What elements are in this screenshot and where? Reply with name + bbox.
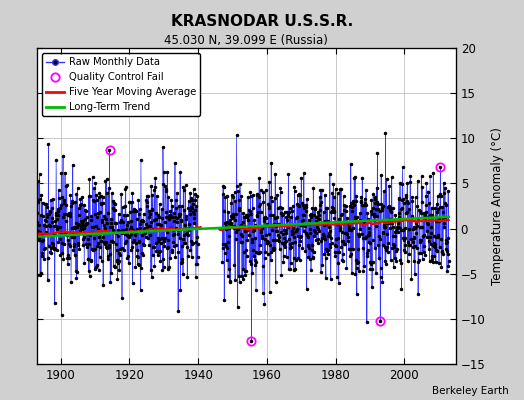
Y-axis label: Temperature Anomaly (°C): Temperature Anomaly (°C) [491, 127, 504, 285]
Text: KRASNODAR U.S.S.R.: KRASNODAR U.S.S.R. [171, 14, 353, 29]
Legend: Raw Monthly Data, Quality Control Fail, Five Year Moving Average, Long-Term Tren: Raw Monthly Data, Quality Control Fail, … [42, 53, 200, 116]
Title: 45.030 N, 39.099 E (Russia): 45.030 N, 39.099 E (Russia) [165, 34, 328, 47]
Text: Berkeley Earth: Berkeley Earth [432, 386, 508, 396]
